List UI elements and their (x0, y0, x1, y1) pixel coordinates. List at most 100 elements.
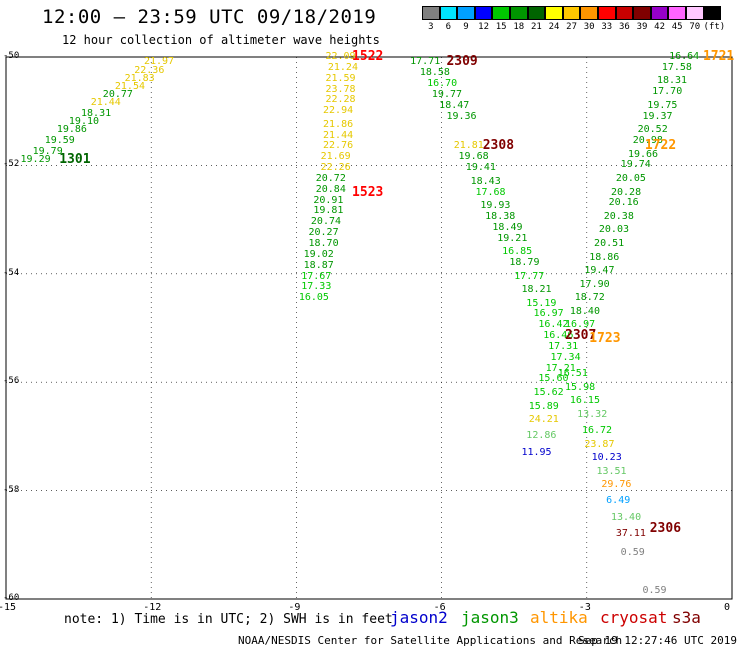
wave-height-label: 19.37 (642, 110, 673, 122)
pass-number-label: 2309 (446, 54, 478, 70)
wave-height-label: 20.72 (315, 172, 346, 184)
wave-height-label: 16.97 (533, 308, 564, 320)
satellite-legend-jason2: jason2 (390, 608, 448, 627)
wave-height-label: 16.64 (669, 51, 700, 62)
wave-height-label: 21.69 (320, 151, 351, 163)
wave-height-label: 29.76 (601, 479, 632, 491)
wave-height-label: 21.81 (453, 140, 484, 152)
legend-label: 36 (618, 22, 630, 32)
wave-height-label: 0.59 (620, 546, 645, 558)
x-tick-label: -3 (578, 602, 591, 613)
wave-height-label: 22.26 (320, 162, 351, 174)
wave-height-label: 15.19 (526, 297, 557, 309)
legend-swatch (527, 6, 546, 20)
note-text: note: 1) Time is in UTC; 2) SWH is in fe… (64, 612, 393, 627)
wave-height-label: 20.51 (594, 237, 625, 249)
wave-height-label: 18.49 (492, 221, 523, 233)
wave-height-label: 20.16 (608, 197, 639, 209)
wave-height-label: 22.28 (325, 94, 356, 106)
wave-height-label: 19.93 (480, 200, 511, 212)
wave-height-label: 18.70 (308, 237, 339, 249)
legend-swatch (474, 6, 493, 20)
wave-height-label: 19.02 (303, 248, 334, 260)
legend-swatch (422, 6, 440, 20)
legend-label: 33 (601, 22, 613, 32)
wave-height-label: 13.51 (596, 465, 627, 477)
wave-height-label: 21.59 (325, 72, 356, 84)
x-tick-label: -6 (433, 602, 446, 613)
legend-label: 12 (478, 22, 490, 32)
pass-number-label: 1722 (644, 138, 677, 154)
wave-height-label: 15.62 (533, 387, 564, 399)
y-tick-label: -50 (3, 51, 20, 61)
wave-height-label: 22.36 (134, 64, 165, 76)
wave-height-label: 17.70 (652, 86, 683, 98)
wave-height-label: 17.31 (548, 340, 579, 352)
wave-height-label: 37.11 (615, 527, 646, 539)
wave-height-label: 18.43 (470, 175, 501, 187)
x-tick-label: -12 (143, 602, 162, 613)
wave-height-label: 18.40 (569, 305, 600, 317)
legend-label: 39 (636, 22, 648, 32)
pass-number-label: 1723 (589, 330, 621, 346)
x-tick-label: 0 (724, 602, 731, 613)
legend-label: 24 (548, 22, 560, 32)
wave-height-label: 19.29 (20, 153, 51, 165)
wave-height-label: 17.33 (301, 281, 332, 293)
wave-height-label: 20.28 (611, 186, 642, 198)
wave-height-label: 19.68 (458, 151, 489, 163)
wave-height-label: 18.31 (81, 107, 112, 119)
wave-height-label: 18.87 (303, 259, 334, 271)
page-subtitle: 12 hour collection of altimeter wave hei… (62, 33, 380, 47)
satellite-legend-cryosat: cryosat (600, 608, 668, 627)
legend-swatch (562, 6, 581, 20)
wave-height-label: 16.15 (569, 395, 600, 407)
wave-height-label: 17.77 (514, 270, 545, 282)
x-tick-label: -9 (288, 602, 301, 613)
wave-height-label: 21.54 (114, 80, 145, 92)
wave-height-label: 21.24 (327, 61, 358, 73)
wave-height-label: 21.44 (323, 129, 354, 141)
legend-swatch (703, 6, 722, 20)
wave-height-label: 16.51 (557, 368, 588, 380)
wave-height-label: 16.05 (298, 292, 329, 304)
wave-height-label: 21.97 (143, 56, 175, 68)
wave-height-label: 11.95 (521, 446, 552, 458)
wave-height-label: 17.90 (579, 278, 610, 290)
wave-height-label: 16.46 (543, 330, 574, 342)
wave-height-label: 20.84 (315, 183, 346, 195)
satellite-legend-jason3: jason3 (461, 608, 519, 627)
wave-height-label: 20.27 (308, 227, 339, 239)
wave-height-label: 16.42 (538, 319, 569, 331)
x-tick-label: -15 (0, 602, 17, 613)
color-legend: 3 6 9 12 15 18 21 24 27 30 33 36 39 42 45 70 (ft) (0, 0, 740, 40)
wave-height-label: 13.40 (611, 511, 642, 523)
y-tick-label: -60 (3, 593, 20, 603)
wave-height-label: 18.47 (439, 99, 470, 111)
wave-height-label: 19.81 (313, 205, 344, 217)
pass-number-label: 1522 (352, 49, 384, 64)
legend-swatch (439, 6, 458, 20)
wave-height-label: 19.66 (627, 148, 659, 160)
wave-height-label: 20.91 (313, 194, 344, 206)
pass-number-label: 2308 (482, 138, 515, 154)
legend-swatch (492, 6, 510, 20)
wave-height-label: 20.38 (603, 210, 634, 222)
wave-height-label: 0.59 (642, 584, 667, 596)
legend-label: 27 (566, 22, 578, 32)
y-tick-label: -52 (3, 159, 20, 170)
pass-number-label: 1301 (59, 151, 91, 167)
wave-height-label: 15.60 (538, 373, 569, 385)
wave-height-label: 18.86 (589, 251, 620, 263)
wave-height-label: 19.41 (465, 162, 496, 174)
wave-height-label: 16.70 (427, 78, 458, 90)
wave-height-label: 24.21 (528, 414, 559, 426)
legend-swatch (650, 6, 669, 20)
wave-height-label: 20.74 (310, 216, 342, 228)
y-tick-label: -58 (3, 484, 20, 495)
wave-height-label: 6.49 (606, 495, 631, 507)
wave-height-label: 16.72 (581, 424, 613, 436)
wave-height-label: 20.52 (637, 124, 668, 136)
